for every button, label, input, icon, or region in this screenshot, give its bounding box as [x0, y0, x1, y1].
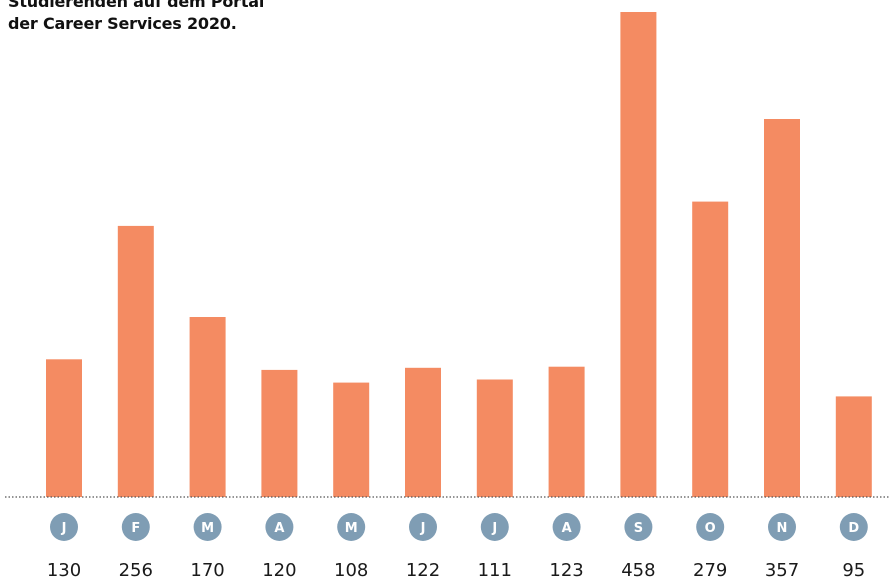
bars-group [46, 12, 872, 497]
month-circle-7 [480, 513, 509, 541]
month-circle-5 [337, 513, 366, 541]
value-label-9: 458 [621, 560, 655, 581]
value-label-4: 120 [262, 560, 296, 581]
month-label-9: S [634, 521, 643, 536]
month-circle-10 [696, 513, 725, 541]
bar-4 [261, 369, 298, 497]
bar-7 [476, 379, 513, 497]
month-label-10: O [705, 521, 716, 536]
bar-2 [117, 225, 154, 497]
bar-6 [405, 367, 441, 497]
month-label-5: M [345, 521, 358, 536]
value-label-8: 123 [549, 560, 583, 581]
chart-title-line-1: Studierenden auf dem Portal [8, 0, 265, 11]
month-circle-8 [552, 513, 581, 541]
month-circle-3 [193, 513, 222, 541]
bar-1 [46, 359, 82, 497]
month-label-12: D [848, 521, 859, 536]
bar-10 [692, 201, 729, 497]
value-label-5: 108 [334, 560, 368, 581]
value-labels-group: 130 256 170 120 108 122 111 123 458 279 357 95 [47, 560, 865, 581]
bar-9 [620, 12, 657, 497]
bar-8 [548, 366, 585, 497]
month-circle-9 [624, 513, 653, 541]
bar-12 [835, 396, 872, 497]
month-label-8: A [562, 521, 572, 536]
month-circle-12 [839, 513, 868, 541]
value-label-12: 95 [842, 560, 865, 581]
month-circle-1 [50, 513, 78, 541]
month-circle-2 [121, 513, 150, 541]
value-label-1: 130 [47, 560, 81, 581]
month-label-2: F [131, 521, 140, 536]
month-label-4: A [274, 521, 284, 536]
bar-3 [189, 317, 226, 497]
chart-title: Studierenden auf dem Portal der Career S… [8, 0, 338, 35]
month-label-6: J [420, 521, 426, 536]
value-label-2: 256 [119, 560, 153, 581]
month-label-1: J [61, 521, 67, 536]
chart-title-line-2: der Career Services 2020. [8, 14, 237, 33]
value-label-3: 170 [190, 560, 224, 581]
month-circle-11 [768, 513, 796, 541]
value-label-6: 122 [406, 560, 440, 581]
month-label-11: N [777, 521, 788, 536]
value-label-10: 279 [693, 560, 727, 581]
month-label-7: J [491, 521, 497, 536]
month-label-3: M [201, 521, 214, 536]
bar-5 [333, 382, 370, 497]
value-label-7: 111 [478, 560, 512, 581]
bar-11 [764, 119, 800, 497]
value-label-11: 357 [765, 560, 799, 581]
month-circle-6 [409, 513, 437, 541]
month-circle-4 [265, 513, 294, 541]
